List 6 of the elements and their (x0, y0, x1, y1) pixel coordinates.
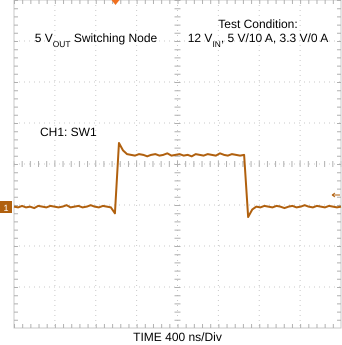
text: CH1: SW1 (40, 125, 98, 139)
text: TIME 400 ns/Div (133, 330, 222, 344)
chart-title: 5 V$_{OUT}$ Switching Node (34, 31, 158, 49)
text: 1 (3, 203, 9, 213)
text: 12 V$_{IN}$, 5 V/10 A, 3.3 V/0 A (188, 31, 328, 49)
text: Test Condition: (218, 17, 298, 31)
